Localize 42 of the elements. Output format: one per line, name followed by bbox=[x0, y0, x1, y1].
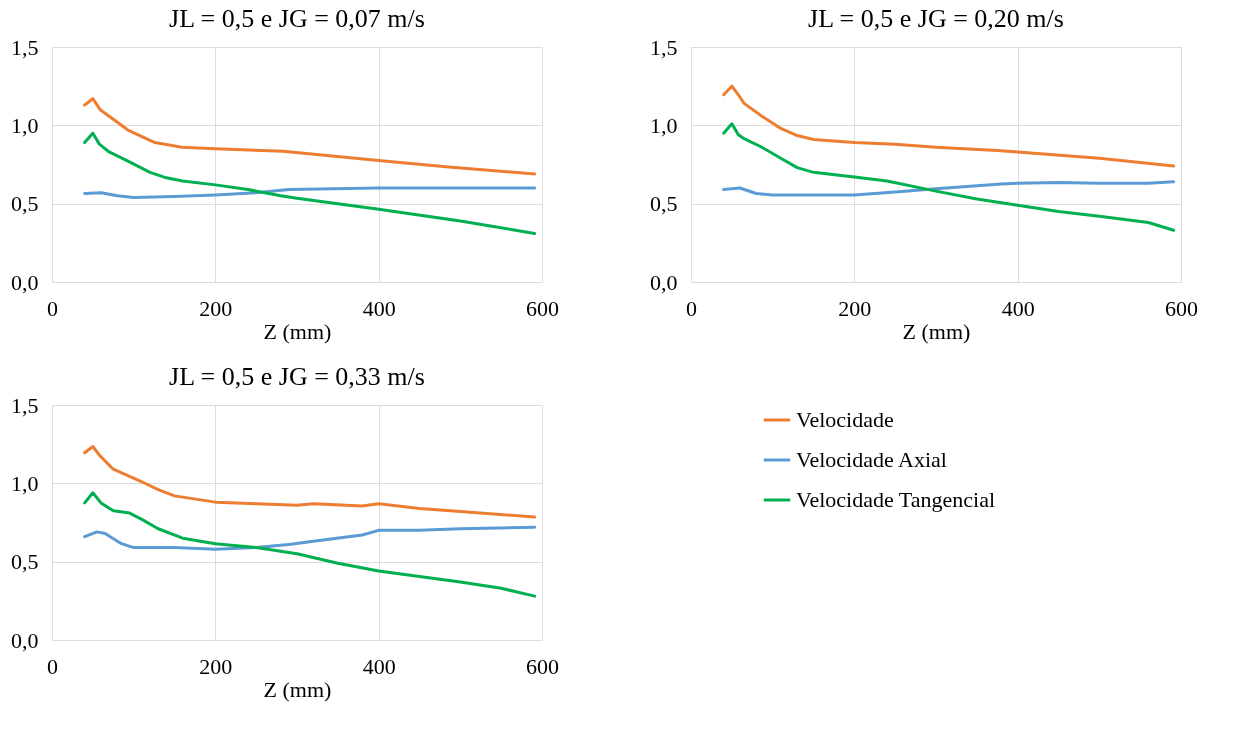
line-series bbox=[83, 97, 537, 176]
chart-title: JL = 0,5 e JG = 0,07 m/s bbox=[169, 4, 425, 33]
x-axis-title: Z (mm) bbox=[902, 318, 971, 344]
y-tick-label: 0,5 bbox=[11, 191, 39, 217]
y-tick-label: 1,5 bbox=[11, 34, 39, 60]
x-tick-label: 200 bbox=[199, 295, 233, 321]
legend-label: Velocidade Tangencial bbox=[796, 487, 996, 512]
x-tick-label: 400 bbox=[1001, 295, 1035, 321]
y-tick-label: 0,0 bbox=[11, 627, 39, 653]
y-tick-label: 1,5 bbox=[11, 392, 39, 418]
chart-title: JL = 0,5 e JG = 0,33 m/s bbox=[169, 362, 425, 391]
line-series bbox=[722, 180, 1176, 197]
line-series bbox=[83, 491, 537, 598]
y-tick-label: 1,5 bbox=[650, 34, 678, 60]
x-tick-label: 0 bbox=[47, 653, 58, 679]
x-tick-label: 0 bbox=[47, 295, 58, 321]
y-tick-label: 0,5 bbox=[650, 191, 678, 217]
x-tick-label: 600 bbox=[1165, 295, 1198, 321]
line-series bbox=[722, 84, 1176, 168]
x-tick-label: 400 bbox=[362, 295, 396, 321]
y-tick-label: 1,0 bbox=[11, 470, 39, 496]
legend-label: Velocidade bbox=[796, 407, 894, 432]
line-series bbox=[83, 525, 537, 551]
line-series bbox=[722, 122, 1176, 232]
line-series bbox=[83, 445, 537, 519]
y-tick-label: 0,5 bbox=[11, 549, 39, 575]
y-tick-label: 1,0 bbox=[11, 112, 39, 138]
x-tick-label: 200 bbox=[838, 295, 872, 321]
x-axis-title: Z (mm) bbox=[263, 676, 332, 702]
line-series bbox=[83, 131, 537, 235]
x-tick-label: 200 bbox=[199, 653, 233, 679]
y-tick-label: 1,0 bbox=[650, 112, 678, 138]
line-series bbox=[83, 186, 537, 199]
chart-title: JL = 0,5 e JG = 0,20 m/s bbox=[808, 4, 1064, 33]
x-axis-title: Z (mm) bbox=[263, 318, 332, 344]
y-tick-label: 0,0 bbox=[11, 269, 39, 295]
y-tick-label: 0,0 bbox=[650, 269, 678, 295]
legend-label: Velocidade Axial bbox=[796, 447, 947, 472]
x-tick-label: 400 bbox=[362, 653, 396, 679]
x-tick-label: 600 bbox=[526, 295, 559, 321]
x-tick-label: 600 bbox=[526, 653, 559, 679]
x-tick-label: 0 bbox=[686, 295, 697, 321]
